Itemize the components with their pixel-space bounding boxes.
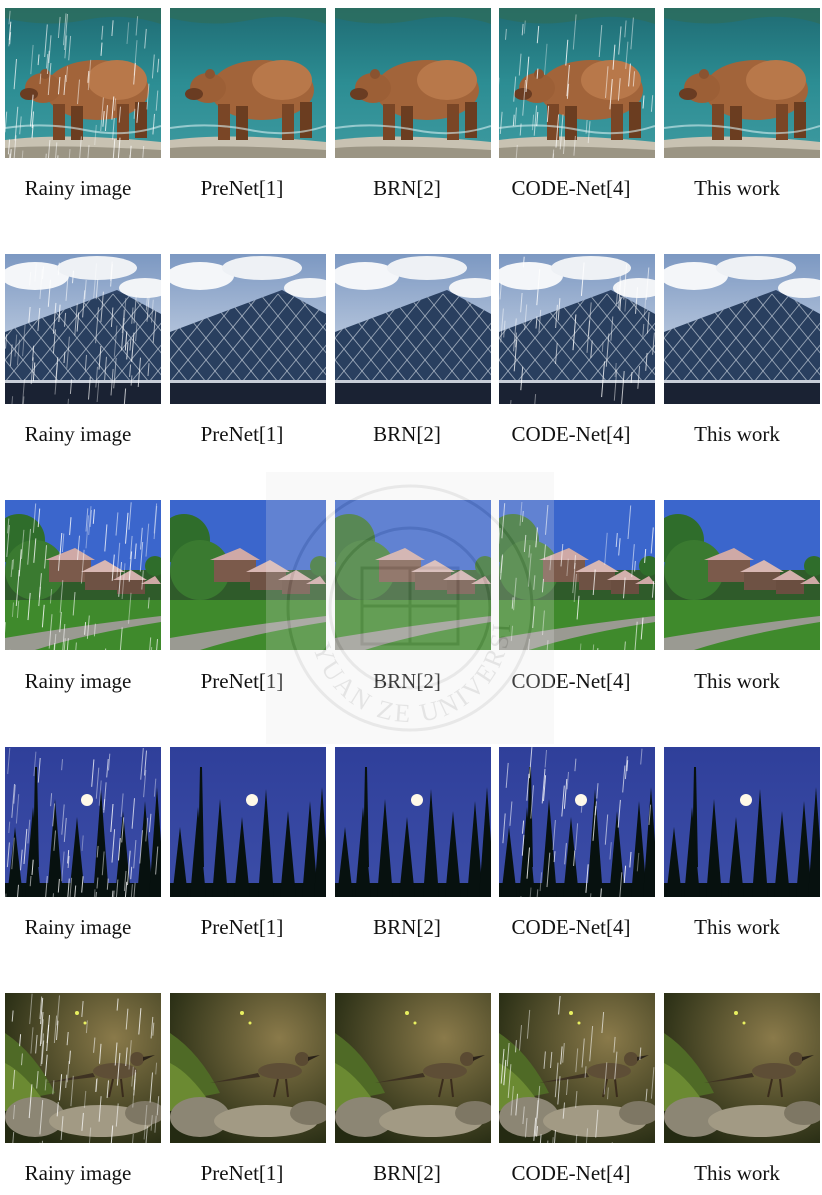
image-roadrunner-rocks-col-1 [170,993,326,1143]
image-roadrunner-rocks-col-4 [664,993,820,1143]
caption-2: BRN[2] [373,176,441,200]
caption-1: PreNet[1] [200,176,284,200]
caption-1: PreNet[1] [200,915,284,939]
image-glass-pyramid-col-2 [335,254,491,404]
caption-0: Rainy image [24,422,132,446]
image-bear-in-water-col-4 [664,8,820,158]
image-houses-lawn-col-2 [335,500,491,650]
caption-3: CODE-Net[4] [511,176,631,200]
caption-3: CODE-Net[4] [511,1161,631,1185]
caption-0: Rainy image [24,1161,132,1185]
image-bear-in-water-col-2 [335,8,491,158]
caption-0: Rainy image [24,669,132,693]
image-glass-pyramid-col-1 [170,254,326,404]
image-moon-night-trees-col-2 [335,747,491,897]
image-moon-night-trees-col-0 [5,747,161,897]
image-bear-in-water-col-1 [170,8,326,158]
image-glass-pyramid-col-0 [5,254,161,404]
caption-3: CODE-Net[4] [511,422,631,446]
caption-3: CODE-Net[4] [511,669,631,693]
caption-0: Rainy image [24,915,132,939]
caption-4: This work [694,669,780,693]
image-houses-lawn-col-4 [664,500,820,650]
image-roadrunner-rocks-col-3 [499,993,655,1143]
image-moon-night-trees-col-3 [499,747,655,897]
image-bear-in-water-col-3 [499,8,655,158]
caption-3: CODE-Net[4] [511,915,631,939]
image-bear-in-water-col-0 [5,8,161,158]
image-houses-lawn-col-1 [170,500,326,650]
image-houses-lawn-col-0 [5,500,161,650]
caption-2: BRN[2] [373,915,441,939]
image-moon-night-trees-col-1 [170,747,326,897]
caption-4: This work [694,1161,780,1185]
image-roadrunner-rocks-col-0 [5,993,161,1143]
caption-2: BRN[2] [373,669,441,693]
caption-4: This work [694,915,780,939]
caption-2: BRN[2] [373,422,441,446]
caption-2: BRN[2] [373,1161,441,1185]
image-roadrunner-rocks-col-2 [335,993,491,1143]
caption-4: This work [694,176,780,200]
caption-4: This work [694,422,780,446]
image-glass-pyramid-col-3 [499,254,655,404]
caption-1: PreNet[1] [200,1161,284,1185]
caption-0: Rainy image [24,176,132,200]
caption-1: PreNet[1] [200,669,284,693]
image-moon-night-trees-col-4 [664,747,820,897]
image-houses-lawn-col-3 [499,500,655,650]
caption-1: PreNet[1] [200,422,284,446]
image-glass-pyramid-col-4 [664,254,820,404]
